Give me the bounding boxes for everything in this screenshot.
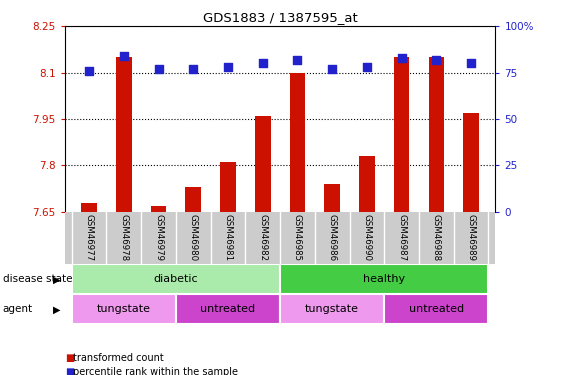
Bar — [176, 294, 280, 324]
Bar — [463, 113, 479, 212]
Text: GSM46986: GSM46986 — [328, 214, 337, 262]
Bar — [359, 156, 375, 212]
Bar — [81, 202, 97, 212]
Bar — [394, 57, 409, 212]
Point — [119, 53, 128, 59]
Text: GSM46982: GSM46982 — [258, 214, 267, 262]
Text: GSM46988: GSM46988 — [432, 214, 441, 262]
Bar — [255, 116, 271, 212]
Bar — [280, 294, 385, 324]
Text: GSM46979: GSM46979 — [154, 214, 163, 261]
Text: ▶: ▶ — [53, 274, 61, 284]
Text: disease state: disease state — [3, 274, 72, 284]
Point — [432, 57, 441, 63]
Text: diabetic: diabetic — [154, 274, 198, 284]
Text: GSM46980: GSM46980 — [189, 214, 198, 262]
Title: GDS1883 / 1387595_at: GDS1883 / 1387595_at — [203, 11, 358, 24]
Point — [154, 66, 163, 72]
Text: GSM46990: GSM46990 — [363, 214, 372, 261]
Text: GSM46978: GSM46978 — [119, 214, 128, 262]
Bar — [289, 73, 305, 212]
Point — [258, 60, 267, 66]
Bar — [116, 57, 132, 212]
Point — [293, 57, 302, 63]
Text: GSM46985: GSM46985 — [293, 214, 302, 262]
Bar — [428, 57, 444, 212]
Text: agent: agent — [3, 304, 33, 314]
Point — [467, 60, 476, 66]
Point — [328, 66, 337, 72]
Bar — [324, 184, 340, 212]
Bar — [185, 187, 201, 212]
Text: GSM46977: GSM46977 — [84, 214, 93, 262]
Point — [189, 66, 198, 72]
Bar — [151, 206, 166, 212]
Bar — [385, 294, 489, 324]
Text: tungstate: tungstate — [305, 304, 359, 314]
Text: ■: ■ — [65, 353, 74, 363]
Text: GSM46987: GSM46987 — [397, 214, 406, 262]
Text: GSM46981: GSM46981 — [224, 214, 233, 262]
Bar — [72, 264, 280, 294]
Text: tungstate: tungstate — [97, 304, 151, 314]
Text: untreated: untreated — [200, 304, 256, 314]
Bar — [280, 264, 489, 294]
Point — [363, 64, 372, 70]
Point — [397, 55, 406, 61]
Bar — [220, 162, 236, 212]
Text: ▶: ▶ — [53, 304, 61, 314]
Text: percentile rank within the sample: percentile rank within the sample — [73, 368, 238, 375]
Point — [84, 68, 93, 74]
Text: ■: ■ — [65, 368, 74, 375]
Text: transformed count: transformed count — [73, 353, 164, 363]
Text: healthy: healthy — [363, 274, 405, 284]
Text: untreated: untreated — [409, 304, 464, 314]
Point — [224, 64, 233, 70]
Bar — [72, 294, 176, 324]
Text: GSM46989: GSM46989 — [467, 214, 476, 261]
